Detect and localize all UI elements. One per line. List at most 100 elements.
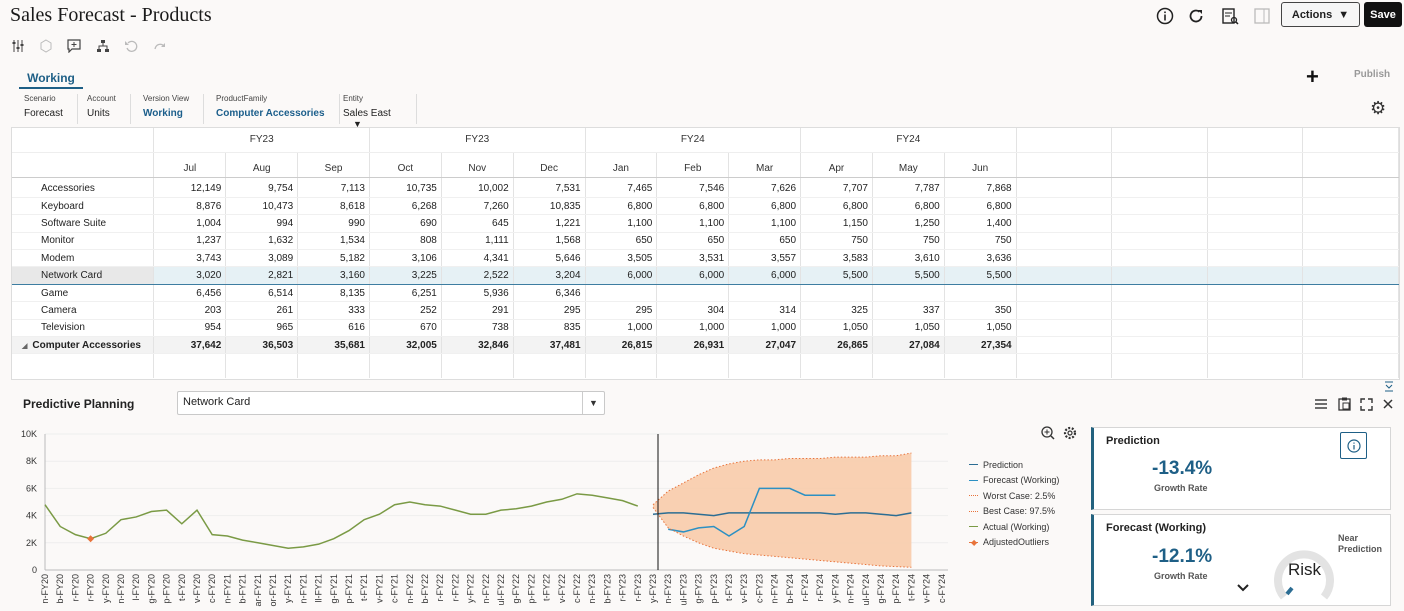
data-cell[interactable]: 37,481 (513, 336, 586, 355)
data-cell[interactable]: 261 (225, 301, 299, 320)
data-cell[interactable] (800, 284, 873, 303)
data-cell[interactable]: 1,004 (153, 214, 227, 233)
row-header[interactable]: Keyboard (12, 197, 155, 216)
row-header[interactable]: Modem (12, 249, 155, 268)
row-header[interactable]: Software Suite (12, 214, 155, 233)
data-cell[interactable]: 750 (944, 232, 1017, 251)
tab-working[interactable]: Working (19, 68, 83, 89)
data-cell[interactable]: 2,522 (441, 266, 514, 285)
data-cell[interactable]: 27,084 (872, 336, 945, 355)
data-cell[interactable]: 36,503 (225, 336, 299, 355)
row-header[interactable]: Camera (12, 301, 155, 320)
data-cell[interactable]: 5,936 (441, 284, 514, 303)
data-cell[interactable]: 690 (369, 214, 442, 233)
data-cell[interactable]: 3,743 (153, 249, 227, 268)
data-cell[interactable]: 1,150 (800, 214, 873, 233)
data-cell[interactable]: 10,002 (441, 180, 514, 198)
data-cell[interactable]: 314 (728, 301, 802, 320)
expand-icon[interactable] (1358, 396, 1374, 412)
data-cell[interactable]: 8,618 (297, 197, 370, 216)
data-cell[interactable]: 5,500 (872, 266, 945, 285)
data-cell[interactable]: 27,047 (728, 336, 802, 355)
data-cell[interactable]: 252 (369, 301, 442, 320)
data-cell[interactable]: 8,135 (297, 284, 370, 303)
info-icon[interactable] (1340, 432, 1367, 459)
add-icon[interactable]: + (1306, 64, 1319, 89)
save-button[interactable]: Save (1364, 2, 1402, 27)
data-cell[interactable]: 10,835 (513, 197, 586, 216)
legend-item[interactable]: Forecast (Working) (969, 473, 1059, 489)
data-cell[interactable]: 7,787 (872, 180, 945, 198)
data-cell[interactable]: 1,400 (944, 214, 1017, 233)
panel-icon[interactable] (1252, 6, 1272, 26)
data-cell[interactable]: 350 (944, 301, 1017, 320)
row-header[interactable]: Network Card (12, 266, 155, 285)
clipboard-icon[interactable] (1336, 396, 1352, 412)
legend-item[interactable]: ◆ AdjustedOutliers (969, 535, 1059, 551)
hierarchy-icon[interactable] (96, 39, 110, 53)
data-cell[interactable]: 738 (441, 319, 514, 338)
data-cell[interactable]: 835 (513, 319, 586, 338)
row-header[interactable]: Game (12, 284, 155, 303)
data-cell[interactable]: 954 (153, 319, 227, 338)
data-cell[interactable] (944, 284, 1017, 303)
data-cell[interactable]: 7,465 (585, 180, 658, 198)
data-cell[interactable]: 670 (369, 319, 442, 338)
data-cell[interactable]: 3,204 (513, 266, 586, 285)
data-cell[interactable]: 9,754 (225, 180, 299, 198)
data-cell[interactable] (872, 284, 945, 303)
data-cell[interactable]: 5,182 (297, 249, 370, 268)
data-cell[interactable]: 6,456 (153, 284, 227, 303)
data-cell[interactable]: 304 (656, 301, 730, 320)
zoom-icon[interactable] (1041, 426, 1055, 440)
member-select[interactable]: Network Card ▼ (177, 391, 605, 415)
data-cell[interactable]: 3,089 (225, 249, 299, 268)
pov-scenario[interactable]: Scenario Forecast (24, 94, 78, 124)
data-cell[interactable]: 2,821 (225, 266, 299, 285)
data-cell[interactable]: 6,800 (944, 197, 1017, 216)
data-cell[interactable]: 1,568 (513, 232, 586, 251)
data-cell[interactable]: 6,800 (728, 197, 802, 216)
data-cell[interactable]: 6,800 (800, 197, 873, 216)
data-cell[interactable]: 6,514 (225, 284, 299, 303)
row-header[interactable]: ◢ Computer Accessories (12, 336, 155, 355)
adjust-icon[interactable] (11, 39, 25, 53)
data-cell[interactable]: 1,100 (728, 214, 802, 233)
redo-icon[interactable] (152, 39, 166, 53)
data-cell[interactable]: 337 (872, 301, 945, 320)
data-cell[interactable]: 291 (441, 301, 514, 320)
data-cell[interactable]: 3,505 (585, 249, 658, 268)
cube-icon[interactable] (39, 39, 53, 53)
data-cell[interactable]: 3,636 (944, 249, 1017, 268)
data-cell[interactable]: 12,149 (153, 180, 227, 198)
caret-down-icon[interactable]: ▼ (353, 119, 362, 129)
pov-entity[interactable]: Entity Sales East ▼ (343, 94, 417, 129)
data-cell[interactable]: 203 (153, 301, 227, 320)
data-cell[interactable]: 6,000 (656, 266, 730, 285)
data-cell[interactable]: 27,354 (944, 336, 1017, 355)
data-cell[interactable]: 994 (225, 214, 299, 233)
data-cell[interactable]: 6,800 (656, 197, 730, 216)
data-cell[interactable]: 650 (656, 232, 730, 251)
data-cell[interactable]: 1,100 (656, 214, 730, 233)
row-header[interactable]: Monitor (12, 232, 155, 251)
data-cell[interactable]: 8,876 (153, 197, 227, 216)
data-cell[interactable]: 7,531 (513, 180, 586, 198)
data-cell[interactable] (728, 284, 802, 303)
data-cell[interactable]: 6,251 (369, 284, 442, 303)
data-cell[interactable]: 1,000 (585, 319, 658, 338)
data-cell[interactable]: 35,681 (297, 336, 370, 355)
data-cell[interactable]: 4,341 (441, 249, 514, 268)
data-cell[interactable]: 333 (297, 301, 370, 320)
data-cell[interactable]: 1,237 (153, 232, 227, 251)
data-cell[interactable]: 6,346 (513, 284, 586, 303)
row-header[interactable]: Accessories (12, 180, 155, 198)
caret-down-icon[interactable]: ▼ (582, 392, 604, 414)
data-cell[interactable]: 3,583 (800, 249, 873, 268)
data-cell[interactable]: 3,225 (369, 266, 442, 285)
chart-gear-icon[interactable] (1063, 426, 1077, 440)
data-cell[interactable]: 295 (585, 301, 658, 320)
legend-item[interactable]: Prediction (969, 457, 1059, 473)
data-cell[interactable]: 7,546 (656, 180, 730, 198)
data-cell[interactable]: 6,268 (369, 197, 442, 216)
